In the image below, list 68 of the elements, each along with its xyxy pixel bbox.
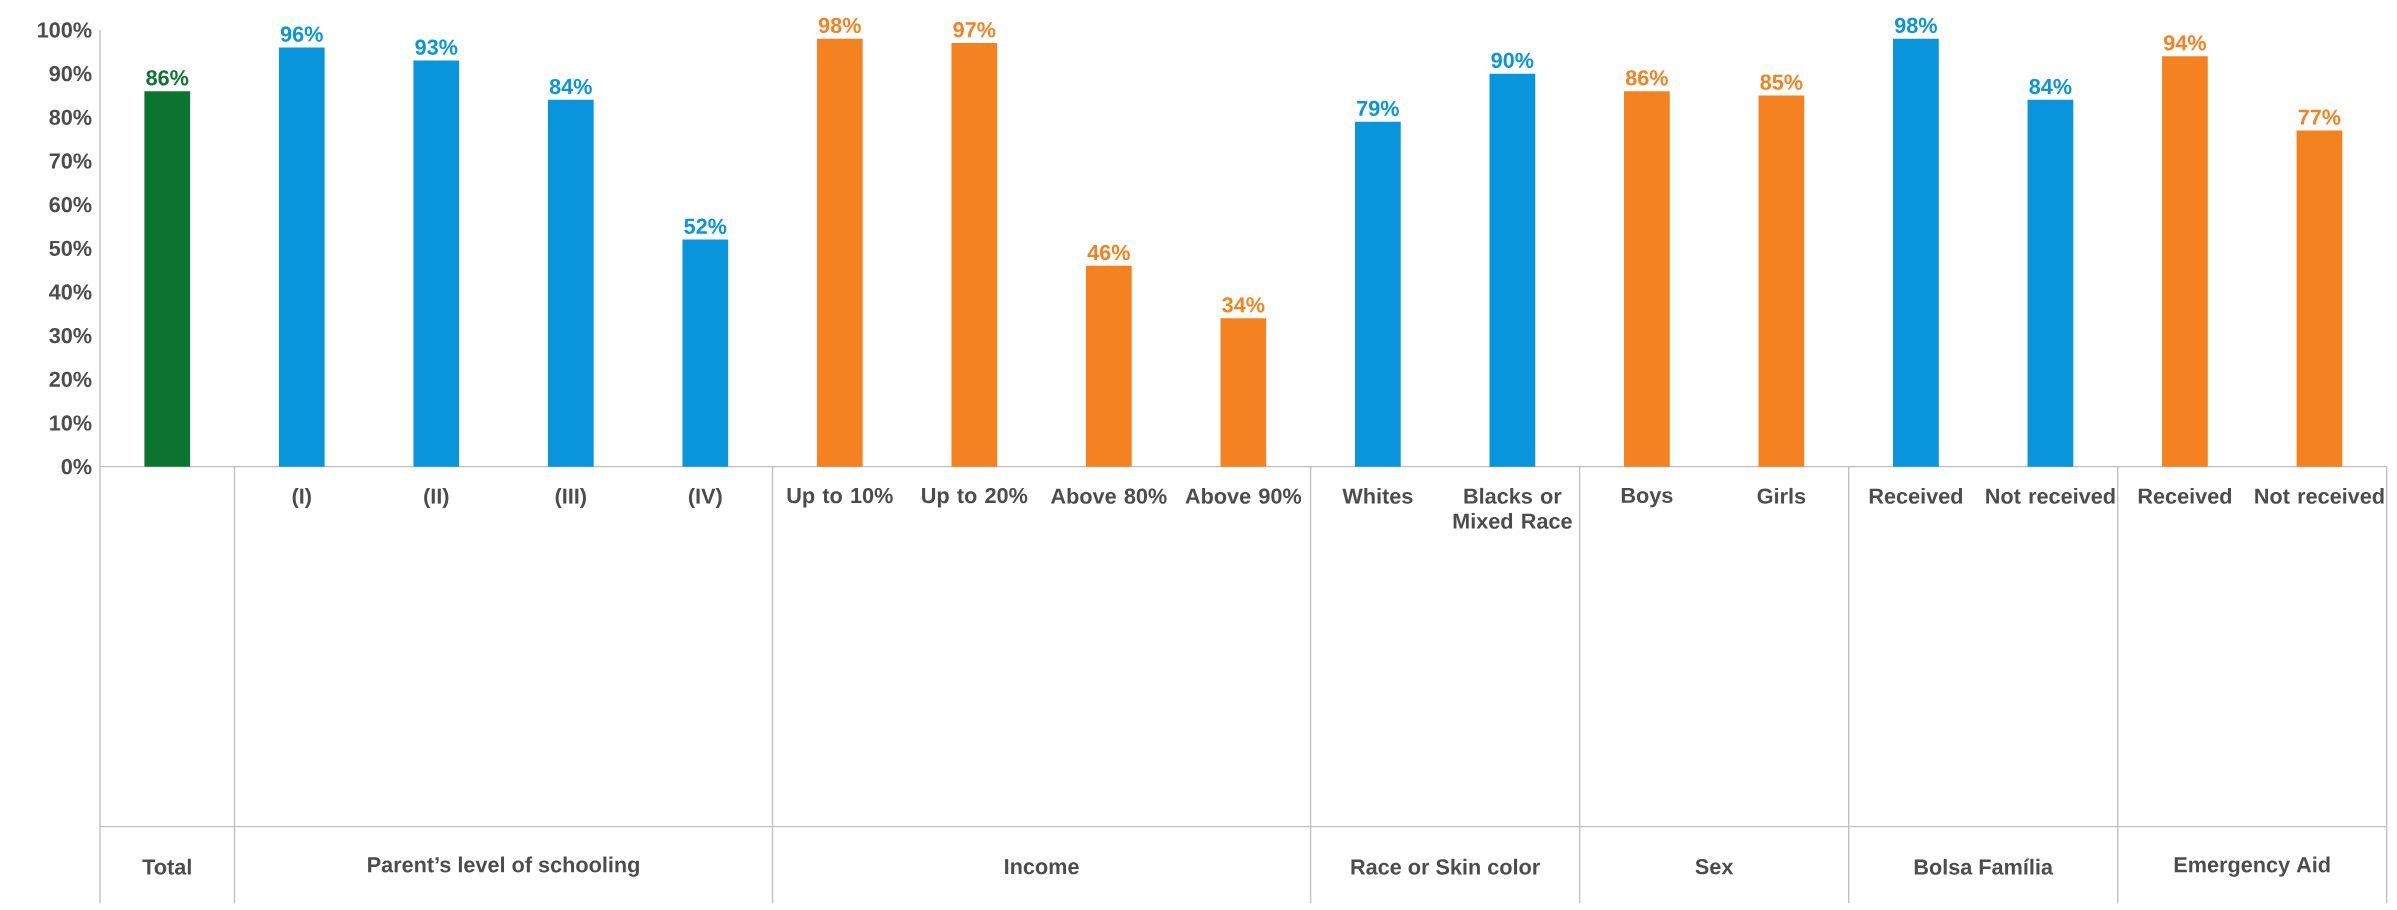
data-label: 85%: [1760, 74, 1803, 90]
bar: [1758, 95, 1805, 467]
data-label: 84%: [2029, 78, 2072, 95]
text: Parent’s level of schooling: [368, 856, 639, 877]
bar: [2027, 99, 2074, 467]
data-label: 46%: [1087, 244, 1130, 261]
data-label: 34%: [1222, 297, 1265, 313]
y-tick-label: 70%: [49, 153, 92, 169]
data-label: 84%: [549, 78, 592, 95]
data-label: 86%: [1625, 70, 1668, 86]
x-tick-label: (II): [424, 487, 449, 509]
data-label: 52%: [684, 218, 727, 234]
x-tick-label: Received: [1869, 487, 1963, 504]
y-tick-label: 10%: [50, 415, 92, 431]
bar: [1220, 318, 1267, 467]
y-tick-label: 40%: [49, 284, 92, 300]
y-tick-label: 80%: [49, 109, 92, 125]
bar: [682, 239, 729, 467]
x-tick-label: Blacks or Mixed Race: [1453, 487, 1572, 529]
x-tick-label: Not received: [2255, 487, 2384, 504]
bar: [951, 43, 998, 467]
data-label: 96%: [280, 26, 323, 42]
text: Sex: [1695, 859, 1734, 875]
x-tick-label: (IV): [688, 487, 722, 509]
x-tick-label: Up to 10%: [787, 487, 893, 508]
data-label: 86%: [146, 70, 189, 86]
data-label: 90%: [1491, 52, 1534, 68]
y-tick-label: 100%: [38, 22, 92, 38]
data-label: 93%: [415, 39, 458, 55]
bar: [144, 91, 191, 467]
y-tick-label: 50%: [49, 240, 92, 256]
bar: [1624, 91, 1670, 467]
data-label: 97%: [953, 22, 996, 38]
bar: [2296, 130, 2343, 467]
x-tick-label: (III): [555, 487, 586, 509]
bar: [1489, 73, 1536, 467]
x-tick-label: Up to 20%: [922, 487, 1028, 508]
bar: [413, 60, 460, 467]
y-tick-label: 60%: [49, 197, 92, 213]
text: Race or Skin color: [1351, 858, 1540, 875]
x-tick-label: Whites: [1342, 487, 1413, 504]
x-tick-label: Above 80%: [1050, 487, 1167, 504]
data-label: 98%: [818, 17, 861, 34]
bar: [547, 99, 594, 467]
y-tick-label: 0%: [61, 459, 92, 475]
bar: [2162, 56, 2208, 467]
y-tick-label: 20%: [49, 371, 92, 387]
x-tick-label: (I): [292, 487, 311, 509]
y-tick-label: 90%: [49, 66, 92, 82]
data-label: 77%: [2298, 109, 2341, 125]
bar: [1355, 121, 1401, 467]
bar: [1085, 265, 1132, 467]
data-label: 98%: [1894, 17, 1937, 34]
x-tick-label: Above 90%: [1185, 487, 1302, 504]
bar: [278, 47, 325, 467]
data-label: 79%: [1357, 100, 1399, 117]
text: Income: [1005, 859, 1079, 875]
text: Total: [142, 858, 191, 875]
x-tick-label: Girls: [1757, 487, 1806, 504]
x-tick-label: Received: [2138, 487, 2232, 504]
x-tick-label: Not received: [1986, 487, 2115, 504]
x-tick-label: Boys: [1621, 487, 1673, 508]
text: Bolsa Família: [1914, 858, 2054, 875]
bar: [1893, 38, 1939, 467]
text: Emergency Aid: [2174, 856, 2330, 877]
y-tick-label: 30%: [49, 328, 92, 344]
data-label: 94%: [2163, 35, 2207, 51]
bar: [816, 38, 863, 467]
